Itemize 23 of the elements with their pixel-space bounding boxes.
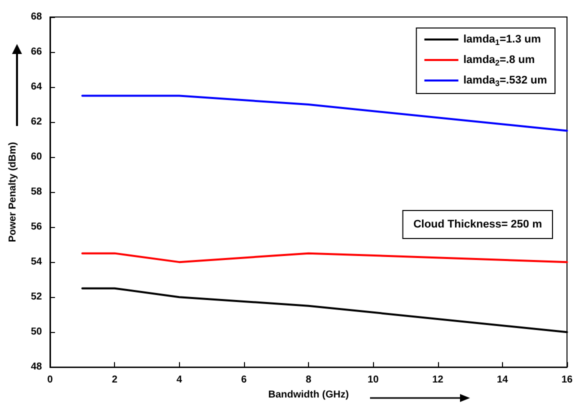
y-tick-label: 56 xyxy=(30,222,42,233)
y-tick-label: 60 xyxy=(30,152,42,163)
annotation: Cloud Thickness= 250 m xyxy=(413,218,542,230)
x-tick-label: 16 xyxy=(561,374,573,386)
x-tick-label: 0 xyxy=(47,374,54,386)
y-tick-label: 62 xyxy=(30,116,42,128)
y-tick-label: 64 xyxy=(30,82,42,93)
y-tick-label: 52 xyxy=(30,292,42,303)
y-tick-label: 48 xyxy=(30,362,42,373)
x-tick-label: 14 xyxy=(496,374,508,386)
y-axis-title: Power Penalty (dBm) xyxy=(8,142,18,242)
y-tick-label: 66 xyxy=(30,46,42,58)
y-tick-label: 54 xyxy=(30,256,42,268)
x-tick-label: 12 xyxy=(432,374,444,386)
y-tick-label: 68 xyxy=(30,12,42,22)
x-tick-label: 6 xyxy=(241,374,248,386)
x-tick-label: 4 xyxy=(176,374,182,386)
x-axis-title: Bandwidth (GHz) xyxy=(268,390,349,400)
x-tick-label: 8 xyxy=(306,374,312,386)
y-tick-label: 50 xyxy=(30,326,42,338)
x-tick-label: 10 xyxy=(368,374,380,386)
y-tick-label: 58 xyxy=(30,186,42,198)
x-tick-label: 2 xyxy=(112,374,118,386)
